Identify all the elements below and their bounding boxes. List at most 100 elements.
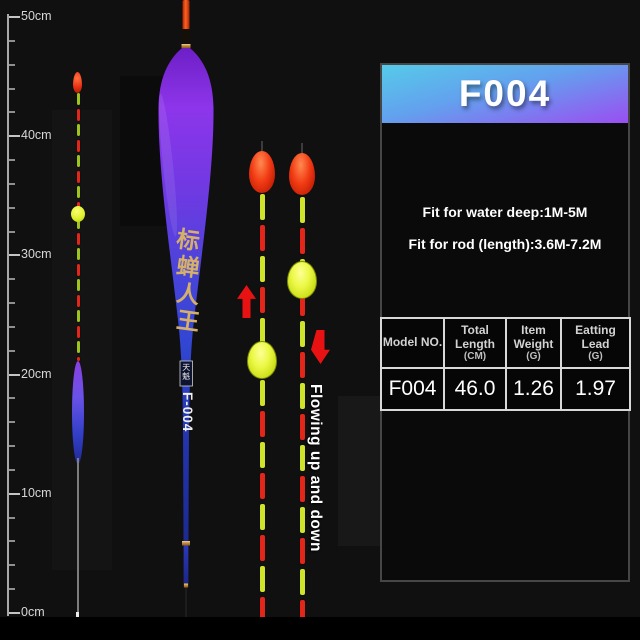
spec-column-unit: (CM) — [463, 351, 487, 363]
tail-stem-segment — [299, 538, 305, 564]
small-float-stem-segment — [76, 232, 80, 245]
tail-stem-segment — [299, 383, 305, 409]
small-float-stem-segment — [76, 310, 80, 322]
ruler-tick-minor — [9, 468, 15, 471]
spec-table-value: 46.0 — [443, 367, 507, 411]
tail-stem-segment — [299, 290, 305, 316]
ruler-line — [7, 14, 9, 616]
ruler-tick-minor — [9, 159, 15, 162]
spec-column-name: Model NO. — [382, 335, 443, 350]
spec-column-unit: (G) — [526, 351, 541, 363]
large-float-body — [158, 48, 214, 543]
stem-gold-ring — [183, 583, 189, 588]
small-float-stem-segment — [76, 108, 80, 121]
yellow-bead — [247, 341, 277, 379]
ruler-tick-minor — [9, 182, 15, 185]
tail-tip — [301, 143, 303, 154]
small-float-stem-segment — [76, 139, 80, 152]
down-arrow-icon — [311, 330, 330, 364]
small-float-body — [72, 361, 84, 464]
brand-character: 人 — [175, 280, 203, 310]
tail-stem-segment — [299, 507, 305, 533]
small-float-stem-segment — [76, 93, 80, 105]
ruler-tick-minor — [9, 111, 15, 114]
tail-stem-segment — [259, 287, 265, 313]
tail-stem-segment — [259, 597, 265, 623]
fit-rod-text: Fit for rod (length):3.6M-7.2M — [408, 236, 602, 252]
small-float-yellow-bead — [71, 206, 85, 222]
tail-stem-segment — [299, 445, 305, 471]
small-float-stem-segment — [76, 155, 80, 167]
ruler-tick-minor — [9, 564, 15, 567]
ruler-label: 10cm — [21, 485, 52, 500]
ruler-tick-major — [9, 16, 20, 18]
tail-stem-segment — [259, 194, 265, 220]
large-float-red-tip — [182, 0, 190, 30]
seal-character: 魁 — [182, 371, 190, 381]
model-title: F004 — [458, 73, 552, 114]
tail-stem-segment — [299, 476, 305, 502]
tail-stem-segment — [299, 414, 305, 440]
spec-table-header: Eatting Lead (G) — [560, 317, 631, 369]
ruler-tick-minor — [9, 445, 15, 448]
ruler-tick-minor — [9, 349, 15, 352]
ruler-label: 40cm — [21, 128, 52, 143]
ruler-tick-minor — [9, 87, 15, 90]
model-number-on-float: F-004 — [180, 392, 195, 432]
spec-table-header: Model NO. — [380, 317, 445, 369]
seal-stamp — [179, 360, 193, 387]
small-float-stem-segment — [76, 294, 80, 307]
red-bead — [249, 151, 275, 193]
small-float-stem-segment — [76, 279, 80, 291]
large-float-tail — [184, 587, 188, 640]
ruler-tick-minor — [9, 302, 15, 305]
large-float-highlight — [158, 93, 178, 237]
small-float-stem-segment — [76, 186, 80, 198]
large-float-stem — [183, 545, 189, 584]
brand-character: 标 — [175, 226, 202, 256]
ruler-tick-minor — [9, 540, 15, 543]
tail-stem-segment — [259, 504, 265, 530]
tail-stem-segment — [299, 600, 305, 626]
tail-stem-segment — [259, 380, 265, 406]
spec-column-name: Eatting Lead — [575, 322, 616, 351]
up-arrow-icon — [237, 285, 256, 318]
tail-stem-segment — [299, 569, 305, 595]
spec-table-row: F004 46.0 1.26 1.97 — [380, 367, 631, 411]
ruler-label: 30cm — [21, 247, 52, 262]
brand-character: 蝉 — [175, 253, 202, 283]
small-float-tail — [77, 458, 79, 614]
tail-stem-segment — [259, 411, 265, 437]
spec-column-unit: (G) — [588, 351, 603, 363]
yellow-bead — [287, 261, 317, 299]
tail-stem-segment — [299, 228, 305, 254]
seal-character: 天 — [182, 363, 190, 372]
ruler-tick-minor — [9, 397, 15, 400]
spec-table-value: 1.97 — [560, 367, 631, 411]
ruler-label: 20cm — [21, 366, 52, 381]
small-float-stem-segment — [76, 124, 80, 136]
tail-stem-segment — [259, 566, 265, 592]
small-float-stem-segment — [76, 341, 80, 353]
spec-table: Model NO. Total Length (CM) Item Weight (G) E… — [380, 317, 631, 411]
small-float-stem-segment — [76, 170, 80, 183]
ruler-label: 50cm — [21, 9, 52, 23]
tail-stem-segment — [299, 197, 305, 223]
ruler-tick-minor — [9, 516, 15, 519]
ruler-tick-minor — [9, 421, 15, 424]
ruler-tick-minor — [9, 63, 15, 66]
small-float-stem-segment — [76, 325, 80, 338]
tail-stem-segment — [259, 318, 265, 344]
tail-stem-segment — [259, 442, 265, 468]
tail-stem-segment — [299, 321, 305, 347]
stem-gold-ring — [182, 541, 190, 546]
ruler-tick-major — [9, 492, 20, 495]
brand-character: 王 — [175, 307, 202, 337]
bottom-black-band — [0, 617, 640, 640]
spec-column-name: Item Weight — [513, 322, 554, 351]
ruler-tick-minor — [9, 39, 15, 42]
tail-stem-segment — [259, 473, 265, 499]
